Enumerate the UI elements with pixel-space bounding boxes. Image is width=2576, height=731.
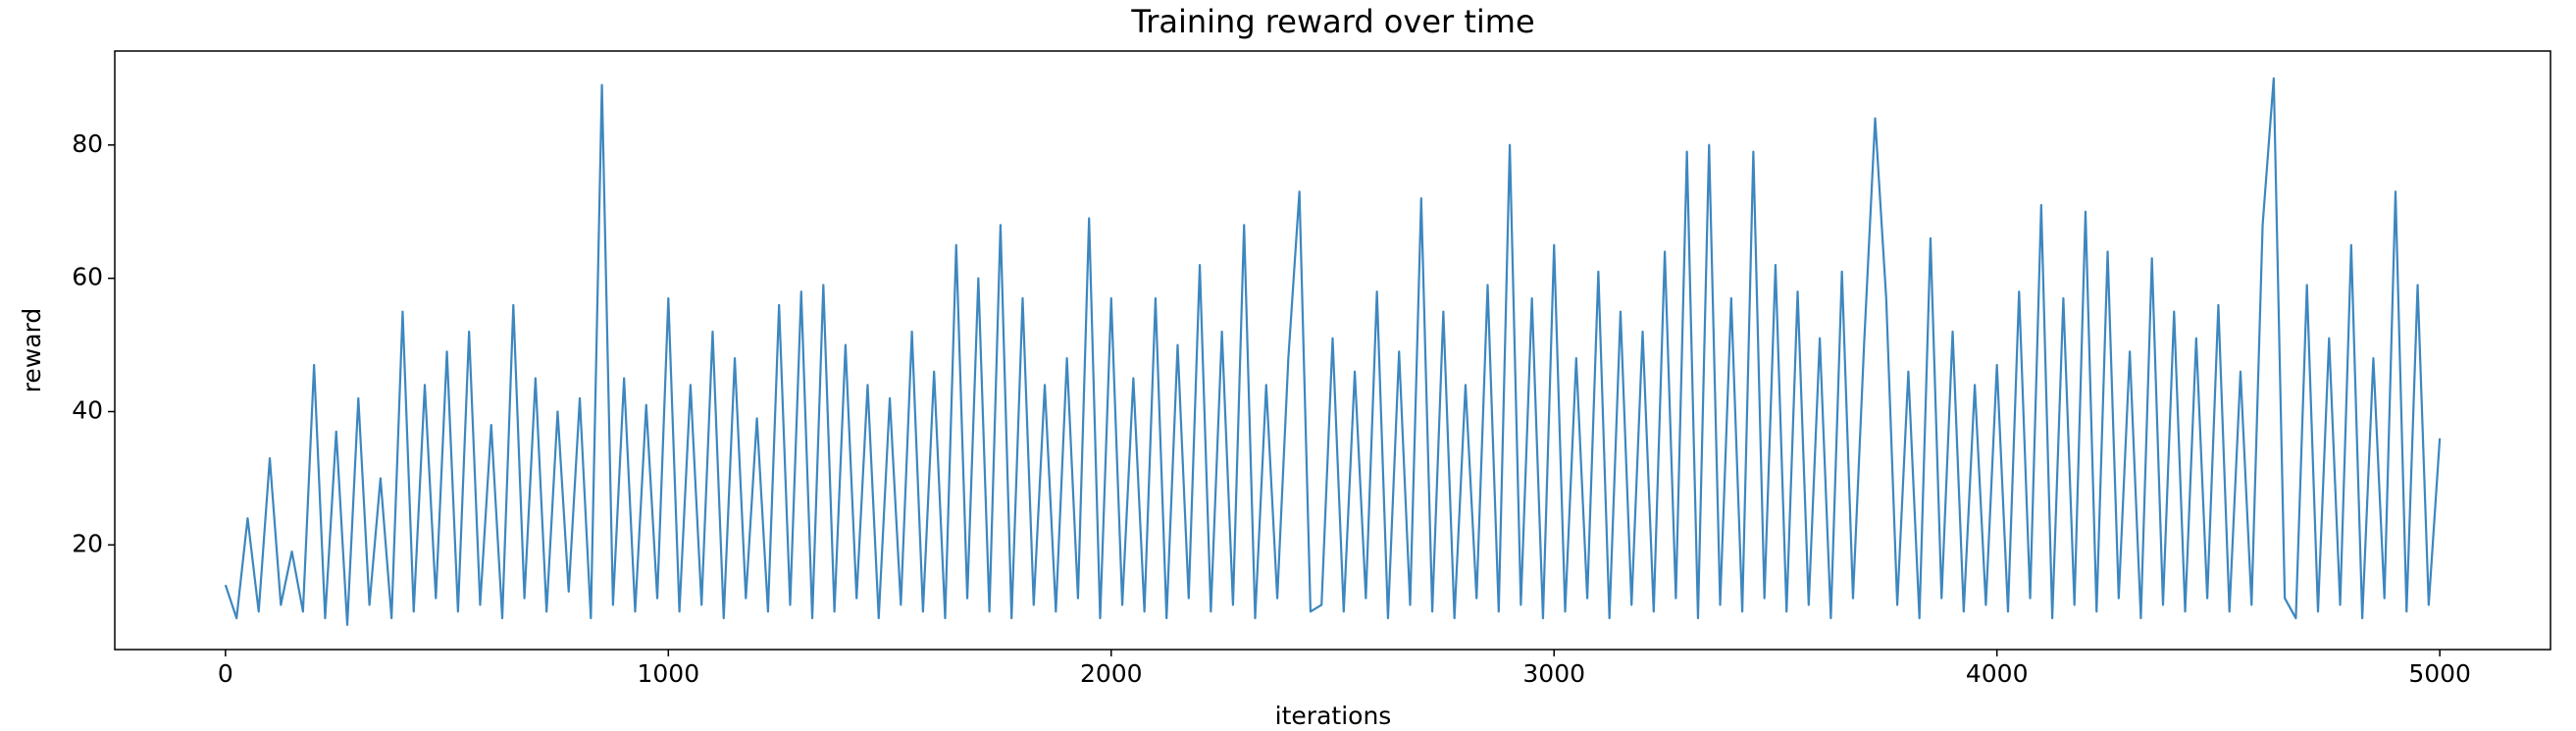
y-tick-label: 80: [72, 130, 103, 158]
x-tick-label: 4000: [1966, 659, 2029, 688]
x-tick-label: 2000: [1080, 659, 1143, 688]
x-tick-label: 1000: [638, 659, 700, 688]
x-axis-label: iterations: [1275, 702, 1392, 730]
y-tick-label: 40: [72, 395, 103, 424]
axes-frame: [114, 50, 2551, 651]
x-tick-label: 5000: [2408, 659, 2471, 688]
data-line: [224, 77, 2442, 626]
chart-title: Training reward over time: [1130, 3, 1534, 40]
x-tick-label: 3000: [1522, 659, 1585, 688]
y-tick-label: 60: [72, 263, 103, 291]
y-axis-label: reward: [18, 308, 46, 393]
y-tick-label: 20: [72, 529, 103, 557]
x-tick-label: 0: [218, 659, 233, 688]
